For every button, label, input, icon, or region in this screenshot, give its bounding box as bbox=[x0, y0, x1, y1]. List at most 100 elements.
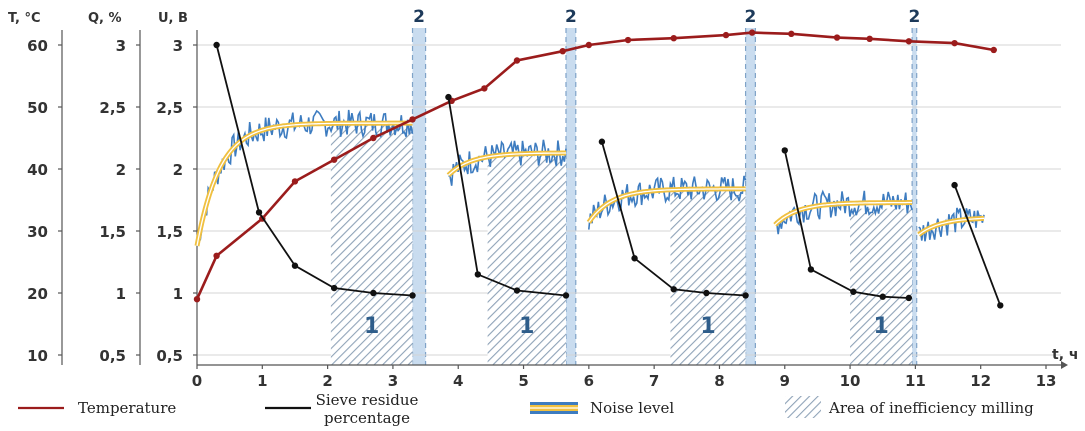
band-2 bbox=[745, 28, 756, 365]
temperature-axis-title: T, °C bbox=[8, 11, 41, 26]
x-tick-label: 5 bbox=[518, 372, 528, 390]
temperature-point bbox=[559, 48, 566, 55]
inefficiency-regions: 1 1 1 1 bbox=[330, 123, 913, 366]
temperature-tick-label: 10 bbox=[27, 347, 48, 365]
inefficiency-region bbox=[850, 208, 913, 365]
sieve-residue-line bbox=[953, 184, 1002, 306]
legend-item-temperature: Temperature bbox=[18, 399, 176, 417]
noise-trace bbox=[196, 109, 414, 247]
noise-trace bbox=[448, 139, 567, 186]
voltage-tick-label: 0,5 bbox=[156, 347, 183, 365]
temperature-point bbox=[833, 34, 841, 41]
temperature-point bbox=[905, 38, 913, 45]
sieve-tick-label: 2 bbox=[116, 161, 126, 179]
temperature-point bbox=[866, 35, 873, 42]
band-2 bbox=[412, 28, 426, 365]
voltage-tick-label: 3 bbox=[173, 37, 183, 55]
sieve-residue-point bbox=[255, 209, 263, 216]
band-label: 2 bbox=[413, 7, 425, 27]
temperature-point bbox=[213, 252, 220, 259]
x-axis-title: t, ч bbox=[1052, 347, 1079, 363]
sieve-residue-point bbox=[670, 286, 677, 293]
x-tick-label: 8 bbox=[714, 372, 724, 390]
legend-label: Noise level bbox=[590, 399, 674, 417]
noise-level-series bbox=[194, 109, 985, 247]
voltage-tick-label: 1,5 bbox=[156, 223, 183, 241]
temperature-point bbox=[951, 39, 958, 47]
sieve-residue-point bbox=[513, 287, 521, 294]
x-tick-label: 12 bbox=[970, 372, 991, 390]
x-axis-arrow bbox=[1061, 361, 1068, 369]
legend-item-noise: Noise level bbox=[530, 399, 674, 417]
sieve-residue-point bbox=[807, 266, 815, 273]
sieve-tick-label: 3 bbox=[116, 37, 126, 55]
legend-label: Area of inefficiency milling bbox=[828, 399, 1034, 417]
region-label-1: 1 bbox=[873, 314, 888, 339]
sieve-residue-point bbox=[291, 262, 299, 269]
region-label-1: 1 bbox=[700, 314, 715, 339]
voltage-axis-title: U, B bbox=[158, 11, 188, 26]
sieve-residue-point bbox=[742, 292, 749, 299]
sieve-residue-point bbox=[409, 292, 416, 299]
legend-item-area: Area of inefficiency milling bbox=[785, 396, 1034, 418]
inefficiency-region bbox=[670, 191, 746, 365]
sieve-tick-label: 2,5 bbox=[99, 99, 126, 117]
region-label-1: 1 bbox=[364, 314, 379, 339]
legend-label: percentage bbox=[324, 409, 410, 427]
temperature-point bbox=[409, 116, 416, 123]
noise-mean-line bbox=[447, 152, 566, 176]
legend-label: Temperature bbox=[78, 399, 176, 417]
sieve-residue-point bbox=[474, 271, 482, 278]
sieve-residue-point bbox=[370, 289, 377, 297]
noise-mean-line bbox=[196, 122, 413, 247]
temperature-point bbox=[788, 30, 795, 38]
band-label: 2 bbox=[565, 7, 577, 27]
temperature-point bbox=[193, 296, 201, 303]
temperature-tick-label: 30 bbox=[27, 223, 48, 241]
sieve-residue-point bbox=[879, 293, 886, 300]
temperature-tick-label: 20 bbox=[27, 285, 48, 303]
temperature-tick-label: 40 bbox=[27, 161, 48, 179]
temperature-point bbox=[481, 85, 488, 92]
sieve-residue-point bbox=[781, 147, 788, 154]
noise-mean-line bbox=[918, 217, 984, 236]
x-tick-label: 4 bbox=[453, 372, 463, 390]
x-tick-label: 13 bbox=[1036, 372, 1057, 390]
band-label: 2 bbox=[745, 7, 757, 27]
sieve-residue-point bbox=[997, 302, 1004, 309]
x-tick-label: 10 bbox=[840, 372, 861, 390]
temperature-tick-label: 50 bbox=[27, 99, 48, 117]
band-2 bbox=[565, 28, 576, 365]
sieve-residue-point bbox=[598, 138, 606, 145]
temperature-line bbox=[195, 31, 995, 300]
temperature-point bbox=[624, 36, 632, 44]
sieve-residue-point bbox=[905, 294, 913, 302]
x-tick-label: 11 bbox=[905, 372, 926, 390]
x-tick-label: 9 bbox=[780, 372, 790, 390]
sieve-residue-point bbox=[631, 255, 638, 262]
band-label: 2 bbox=[908, 7, 920, 27]
sieve-residue-point bbox=[213, 41, 220, 49]
x-tick-label: 7 bbox=[649, 372, 659, 390]
temperature-point bbox=[748, 29, 756, 36]
x-tick-label: 6 bbox=[584, 372, 594, 390]
temperature-point bbox=[670, 34, 677, 42]
sieve-axis-title: Q, % bbox=[88, 11, 122, 26]
noise-mean-line bbox=[588, 188, 746, 223]
sieve-residue-point bbox=[445, 93, 452, 101]
sieve-residue-point bbox=[330, 284, 338, 292]
temperature-point bbox=[585, 41, 593, 49]
temperature-point bbox=[513, 57, 521, 64]
x-tick-label: 2 bbox=[322, 372, 332, 390]
sieve-tick-label: 0,5 bbox=[99, 347, 126, 365]
legend-label: Sieve residue bbox=[316, 391, 419, 409]
temperature-point bbox=[330, 156, 338, 163]
sieve-residue-series bbox=[213, 41, 1004, 309]
sieve-residue-point bbox=[562, 292, 570, 299]
band-2 bbox=[912, 28, 917, 365]
voltage-tick-label: 2,5 bbox=[156, 99, 183, 117]
